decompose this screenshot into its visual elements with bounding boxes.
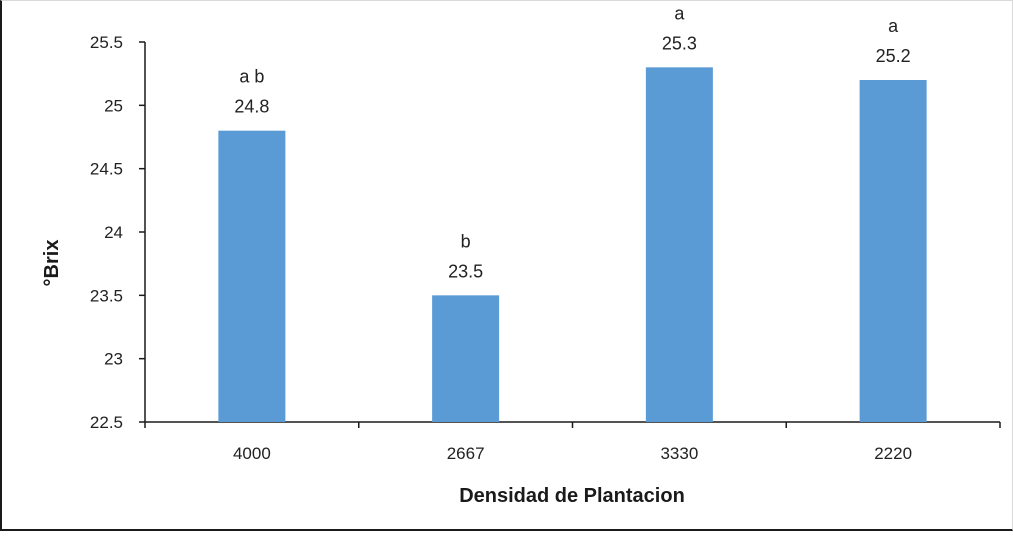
data-label: 25.2: [876, 46, 911, 66]
y-tick-label: 22.5: [90, 413, 123, 432]
significance-letter: a b: [239, 67, 264, 87]
bar-2667: [432, 295, 500, 422]
bar-2220: [859, 80, 927, 422]
significance-letter: b: [461, 231, 471, 251]
y-tick-label: 24.5: [90, 160, 123, 179]
data-labels: 24.8 a b 23.5 b 25.3 a 25.2 a: [234, 3, 910, 281]
y-tick-label: 23: [104, 350, 123, 369]
bar-3330: [645, 67, 713, 422]
bar-4000: [218, 130, 286, 422]
bars: [218, 67, 927, 422]
y-axis: 25.5 25 24.5 24 23.5 23 22.5: [90, 33, 146, 432]
data-label: 23.5: [448, 261, 483, 281]
y-tick-label: 25: [104, 96, 123, 115]
x-axis-title: Densidad de Plantacion: [459, 485, 685, 507]
significance-letter: a: [888, 16, 899, 36]
x-tick-label: 4000: [233, 444, 271, 463]
y-tick-label: 23.5: [90, 286, 123, 305]
data-label: 24.8: [234, 97, 269, 117]
y-axis-title: °Brix: [41, 240, 63, 287]
x-tick-label: 3330: [660, 444, 698, 463]
y-tick-label: 25.5: [90, 33, 123, 52]
x-tick-label: 2667: [447, 444, 485, 463]
data-label: 25.3: [662, 33, 697, 53]
significance-letter: a: [674, 3, 685, 23]
x-tick-label: 2220: [874, 444, 912, 463]
y-tick-label: 24: [104, 223, 123, 242]
x-axis: 4000 2667 3330 2220: [144, 421, 1001, 463]
